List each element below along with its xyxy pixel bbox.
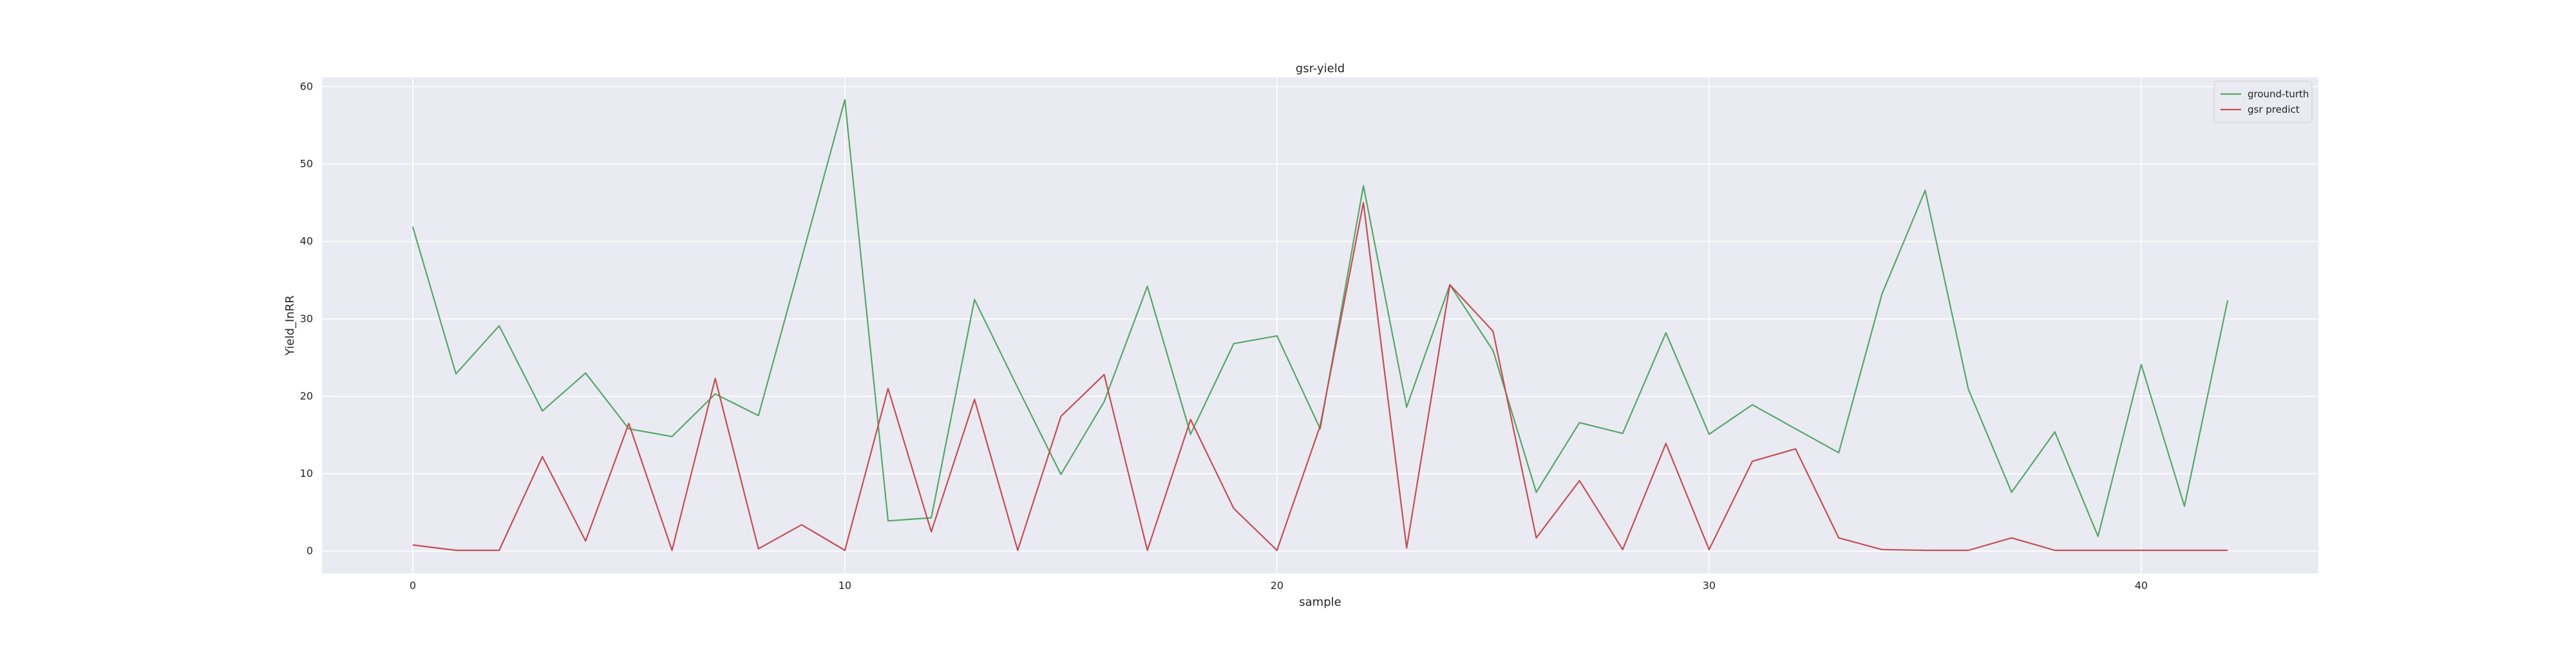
y-tick-label: 60 [300,80,313,92]
y-tick-label: 0 [307,545,313,557]
x-tick-label: 0 [410,579,416,592]
series-line-0 [412,99,2229,537]
chart-title: gsr-yield [1296,62,1345,75]
tick-labels: 0 10 20 30 40 0 10 20 30 40 50 60 [300,80,2148,592]
legend: ground-turth gsr predict [2213,81,2313,123]
series-lines [412,99,2229,552]
grid-lines [322,77,2318,574]
series-line-1 [412,202,2228,552]
y-tick-label: 30 [300,313,313,325]
legend-label: ground-turth [2248,88,2309,100]
y-axis-label: Yield_InRR [283,295,297,356]
y-tick-label: 40 [300,235,313,247]
y-tick-label: 50 [300,158,313,170]
legend-box [2213,81,2313,123]
x-tick-label: 30 [1703,579,1716,592]
x-axis-label: sample [1299,595,1341,609]
plot-background [322,77,2318,574]
legend-label: gsr predict [2248,104,2300,115]
y-tick-label: 20 [300,390,313,402]
x-tick-label: 10 [838,579,851,592]
x-tick-label: 20 [1271,579,1283,592]
y-tick-label: 10 [300,467,313,479]
x-tick-label: 40 [2135,579,2148,592]
